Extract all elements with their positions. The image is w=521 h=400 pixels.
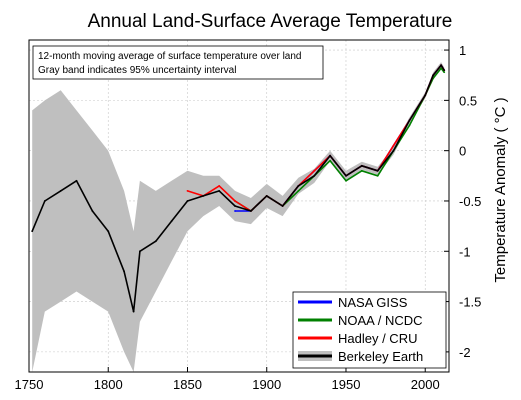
y-tick-label: 0	[459, 144, 466, 159]
data-point-noaa-ncdc	[376, 174, 379, 177]
x-tick-label: 1900	[252, 377, 281, 392]
data-point-berkeley-earth	[250, 210, 252, 212]
y-axis-label: Temperature Anomaly ( °C )	[492, 97, 509, 282]
legend-label-nasa-giss: NASA GISS	[338, 295, 408, 310]
data-point-berkeley-earth	[139, 250, 141, 253]
data-point-berkeley-earth	[107, 230, 110, 233]
data-point-berkeley-earth	[265, 195, 268, 197]
data-point-berkeley-earth	[218, 190, 221, 192]
data-point-berkeley-earth	[43, 200, 46, 202]
series-berkeley-earth	[31, 64, 446, 313]
x-tick-label: 1950	[332, 377, 361, 392]
data-point-noaa-ncdc	[443, 71, 446, 74]
annotation-box: 12-month moving average of surface tempe…	[32, 45, 324, 80]
x-axis: 1750 1800 1850 1900 1950 2000	[15, 367, 440, 392]
y-tick-label: -0.5	[459, 194, 481, 209]
data-point-berkeley-earth	[424, 94, 427, 97]
data-point-berkeley-earth	[123, 270, 125, 273]
data-point-hadley-cru	[218, 185, 221, 187]
y-tick-label: -1.5	[459, 295, 481, 310]
legend-label-hadley-cru: Hadley / CRU	[338, 331, 417, 346]
y-tick-label: 1	[459, 43, 466, 58]
series-line-berkeley-earth	[31, 64, 445, 313]
data-point-noaa-ncdc	[329, 159, 331, 162]
y-tick-label: -2	[459, 345, 471, 360]
data-point-berkeley-earth	[432, 74, 435, 77]
data-point-berkeley-earth	[392, 149, 395, 152]
data-point-berkeley-earth	[329, 154, 331, 157]
data-point-berkeley-earth	[281, 205, 284, 207]
plot-frame	[28, 39, 450, 373]
data-point-noaa-ncdc	[440, 67, 442, 70]
data-point-berkeley-earth	[91, 210, 94, 212]
data-point-berkeley-earth	[59, 190, 62, 192]
data-point-berkeley-earth	[170, 220, 173, 223]
y-tick-label: -1	[459, 244, 471, 259]
data-point-berkeley-earth	[313, 174, 316, 177]
data-point-berkeley-earth	[360, 164, 363, 167]
data-point-berkeley-earth	[345, 174, 347, 177]
data-point-berkeley-earth	[440, 64, 442, 67]
legend-label-berkeley-earth: Berkeley Earth	[338, 349, 423, 364]
data-point-berkeley-earth	[31, 230, 34, 233]
data-point-noaa-ncdc	[345, 179, 347, 182]
data-point-berkeley-earth	[408, 119, 411, 122]
x-tick-label: 1850	[173, 377, 202, 392]
data-point-berkeley-earth	[132, 310, 135, 313]
x-tick-label: 1800	[94, 377, 123, 392]
data-point-hadley-cru	[392, 144, 395, 147]
data-point-noaa-ncdc	[408, 124, 411, 127]
data-point-hadley-cru	[313, 169, 316, 172]
series-lines-group	[31, 64, 446, 313]
data-point-berkeley-earth	[234, 205, 236, 207]
legend: NASA GISS NOAA / NCDC Hadley / CRU Berkeley…	[292, 291, 447, 369]
data-point-berkeley-earth	[376, 169, 379, 172]
data-point-hadley-cru	[186, 190, 189, 192]
annotation-line-2: Gray band indicates 95% uncertainty inte…	[38, 65, 236, 76]
data-point-berkeley-earth	[154, 240, 157, 243]
data-point-berkeley-earth	[297, 185, 300, 187]
y-axis: 1 0.5 0 -0.5 -1 -1.5 -2	[444, 43, 481, 360]
data-point-nasa-giss	[234, 210, 236, 212]
data-point-berkeley-earth	[443, 69, 446, 72]
data-point-noaa-ncdc	[297, 190, 300, 192]
data-point-berkeley-earth	[186, 200, 189, 202]
x-tick-label: 2000	[411, 377, 440, 392]
data-point-berkeley-earth	[202, 195, 205, 197]
y-tick-label: 0.5	[459, 93, 477, 108]
data-point-berkeley-earth	[75, 179, 78, 182]
data-point-hadley-cru	[234, 200, 236, 202]
legend-label-noaa-ncdc: NOAA / NCDC	[338, 313, 423, 328]
annotation-line-1: 12-month moving average of surface tempe…	[38, 51, 301, 62]
data-point-noaa-ncdc	[360, 169, 363, 172]
x-tick-label: 1750	[15, 377, 44, 392]
chart-title: Annual Land-Surface Average Temperature	[88, 11, 453, 32]
